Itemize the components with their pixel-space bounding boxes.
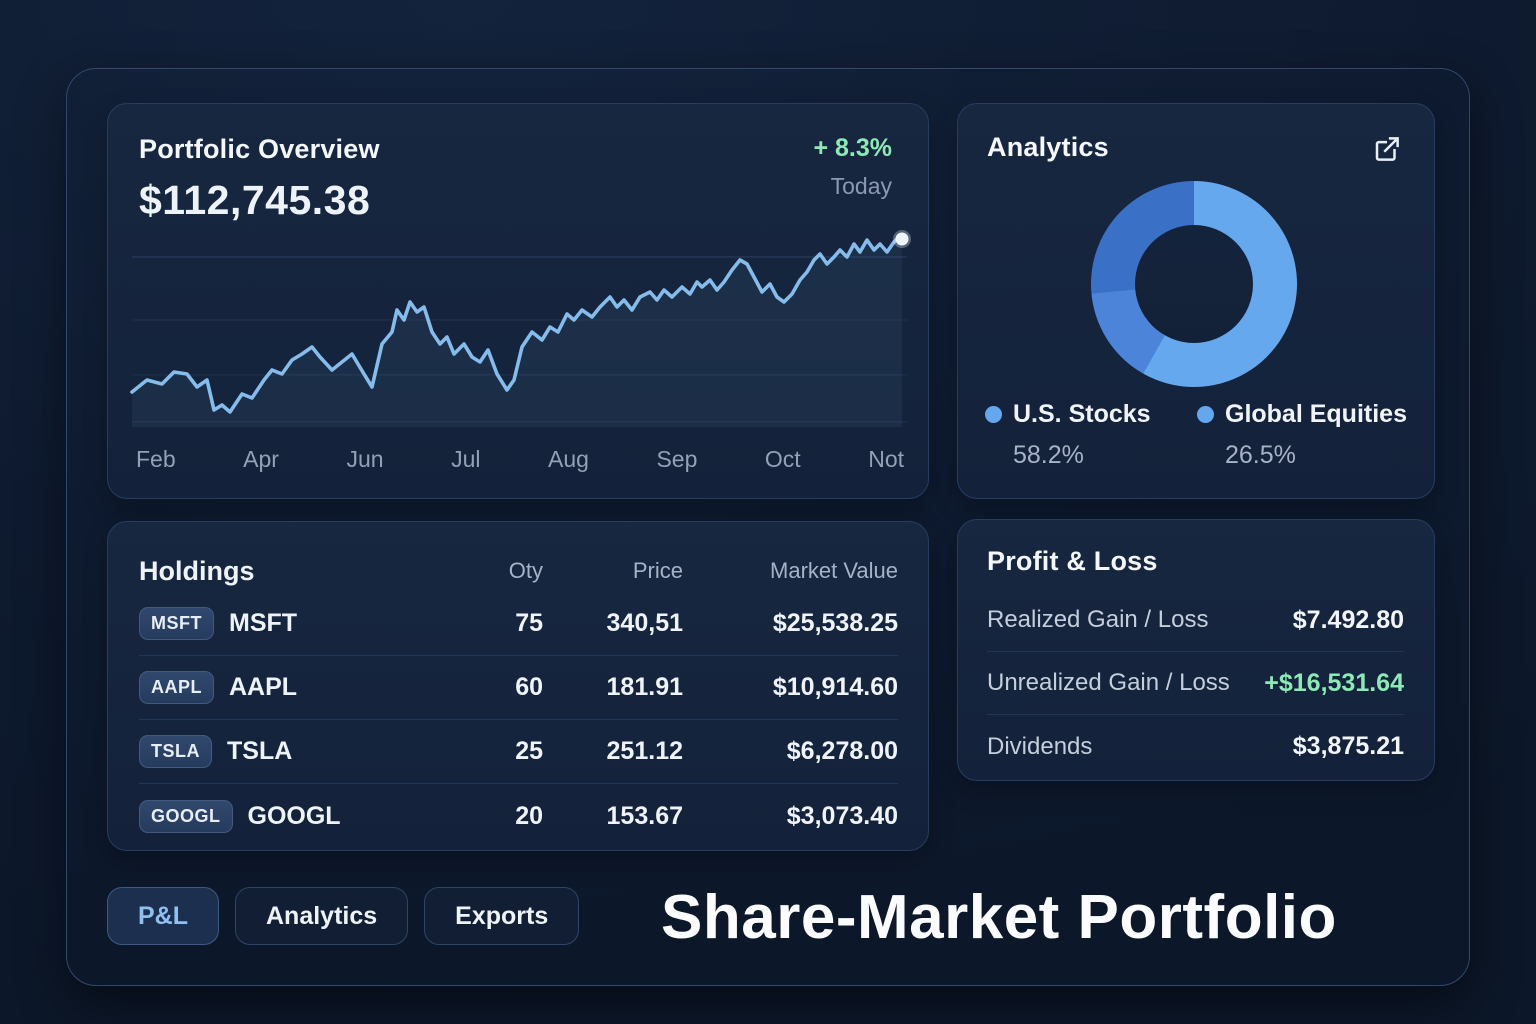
x-tick-sep: Sep [656, 446, 698, 472]
ticker-symbol: MSFT [229, 609, 298, 637]
cell-qty: 20 [515, 801, 543, 830]
cell-price: 340,51 [606, 609, 683, 637]
line-endpoint-dot [893, 230, 911, 248]
x-tick-not: Not [868, 446, 904, 472]
column-qty: Oty [508, 558, 543, 583]
pnl-value: $3,875.21 [1292, 732, 1404, 760]
x-tick-jun: Jun [346, 446, 384, 472]
cell-price: 181.91 [606, 673, 683, 701]
cell-qty: 75 [515, 609, 543, 637]
pnl-value: $7.492.80 [1292, 605, 1404, 634]
dashboard-panel: Portfolic Overview $112,745.38 + 8.3% To… [66, 68, 1470, 986]
x-tick-oct: Oct [764, 446, 801, 472]
pnl-label: Dividends [987, 732, 1093, 760]
holdings-card: Holdings Oty Price Market Value MSFT MSFT… [107, 521, 929, 851]
pnl-row-unrealized-gain-loss: Unrealized Gain / Loss +$16,531.64 [987, 652, 1404, 715]
external-link-icon[interactable] [1372, 134, 1402, 164]
line-chart-svg [130, 230, 911, 427]
holding-row-tsla[interactable]: TSLA TSLA 25 251.12 $6,278.00 [139, 720, 898, 784]
ticker-symbol: GOOGL [247, 801, 341, 830]
chart-x-axis: Feb Apr Jun Jul Aug Sep Oct Not [136, 446, 904, 473]
cell-market-value: $10,914.60 [772, 673, 898, 701]
pnl-value: +$16,531.64 [1264, 668, 1404, 697]
holdings-title: Holdings [139, 555, 255, 586]
legend-label: Global Equities [1225, 400, 1407, 428]
cell-market-value: $25,538.25 [772, 609, 898, 637]
cell-qty: 25 [515, 737, 543, 765]
ticker-badge: MSFT [139, 607, 214, 640]
pnl-row-dividends: Dividends $3,875.21 [987, 715, 1404, 778]
x-tick-aug: Aug [548, 446, 589, 472]
tab-analytics[interactable]: Analytics [235, 887, 409, 945]
line-area-fill [132, 236, 902, 427]
pnl-row-realized-gain-loss: Realized Gain / Loss $7.492.80 [987, 589, 1404, 652]
legend-dot-icon [1197, 406, 1214, 423]
legend-label: U.S. Stocks [1013, 400, 1151, 428]
tab-bar: P&L Analytics Exports [107, 887, 580, 945]
holdings-header-row: Holdings Oty Price Market Value [139, 550, 898, 592]
legend-value: 26.5% [1225, 441, 1296, 469]
ticker-badge: AAPL [139, 671, 214, 704]
pnl-title: Profit & Loss [987, 546, 1158, 576]
donut-legend: U.S. Stocks 58.2% Global Equities 26.5% [985, 400, 1409, 470]
portfolio-change-period: Today [830, 173, 892, 199]
pnl-label: Unrealized Gain / Loss [987, 669, 1230, 696]
legend-item-u-s-stocks: U.S. Stocks 58.2% [985, 400, 1197, 470]
holding-row-googl[interactable]: GOOGL GOOGL 20 153.67 $3,073.40 [139, 784, 898, 848]
portfolio-line-series [130, 234, 904, 414]
holding-row-aapl[interactable]: AAPL AAPL 60 181.91 $10,914.60 [139, 656, 898, 720]
column-price: Price [632, 558, 683, 583]
cell-market-value: $6,278.00 [786, 737, 898, 765]
holding-row-msft[interactable]: MSFT MSFT 75 340,51 $25,538.25 [139, 592, 898, 656]
analytics-card: Analytics U.S. Stocks 58.2% Global Equitie… [957, 103, 1435, 499]
x-tick-apr: Apr [243, 446, 279, 472]
app-title: Share-Market Portfolio [661, 883, 1337, 952]
holdings-rows: MSFT MSFT 75 340,51 $25,538.25 AAPL AAPL 60 181.… [139, 592, 898, 848]
legend-item-global-equities: Global Equities 26.5% [1197, 400, 1409, 470]
cell-market-value: $3,073.40 [786, 801, 898, 830]
allocation-donut-chart[interactable] [1091, 181, 1297, 387]
cell-price: 251.12 [606, 737, 683, 765]
cell-qty: 60 [515, 673, 543, 701]
portfolio-value: $112,745.38 [139, 177, 371, 223]
x-tick-jul: Jul [451, 446, 481, 472]
profit-loss-card: Profit & Loss Realized Gain / Loss $7.492… [957, 519, 1435, 781]
legend-dot-icon [985, 406, 1002, 423]
ticker-symbol: AAPL [229, 673, 298, 701]
cell-price: 153.67 [606, 801, 683, 830]
portfolio-overview-card: Portfolic Overview $112,745.38 + 8.3% To… [107, 103, 929, 499]
pnl-rows: Realized Gain / Loss $7.492.80 Unrealized … [987, 589, 1404, 778]
pnl-label: Realized Gain / Loss [987, 606, 1209, 633]
legend-value: 58.2% [1013, 441, 1084, 469]
x-tick-feb: Feb [136, 446, 176, 472]
column-market-value: Market Value [770, 558, 898, 583]
ticker-symbol: TSLA [227, 737, 293, 765]
tab-exports[interactable]: Exports [424, 887, 580, 945]
ticker-badge: TSLA [139, 735, 212, 768]
portfolio-title: Portfolic Overview [139, 134, 380, 164]
ticker-badge: GOOGL [139, 799, 233, 833]
analytics-title: Analytics [987, 132, 1109, 162]
portfolio-line-chart[interactable] [130, 230, 911, 427]
portfolio-change-badge: + 8.3% [813, 134, 892, 162]
tab-pl[interactable]: P&L [107, 887, 219, 945]
